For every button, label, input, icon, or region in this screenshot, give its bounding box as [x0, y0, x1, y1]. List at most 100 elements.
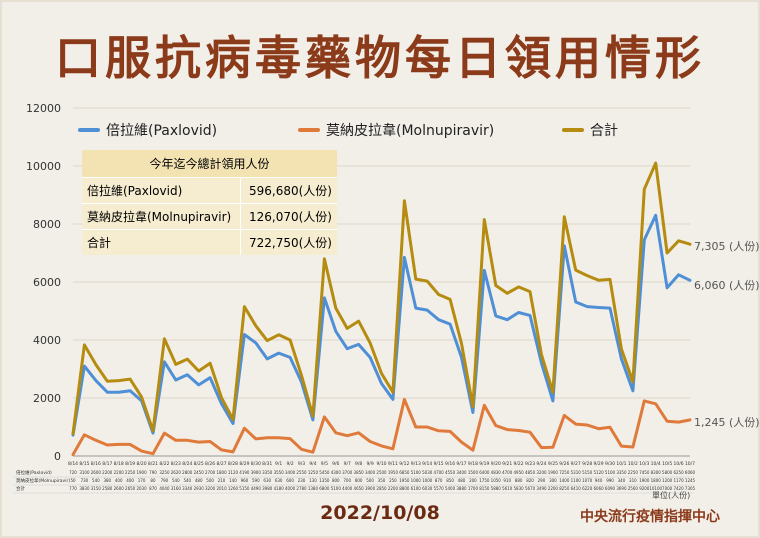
data-point-molnupiravir: [426, 426, 429, 428]
table-cell-value: 1950: [388, 470, 399, 475]
data-point-paxlovid: [129, 389, 131, 392]
data-point-paxlovid: [266, 358, 269, 360]
data-point-molnupiravir: [483, 404, 486, 407]
table-cell-value: 4400: [342, 486, 353, 491]
table-cell-value: 6090: [605, 486, 616, 491]
data-point-molnupiravir: [414, 426, 417, 428]
data-point-paxlovid: [426, 309, 429, 311]
data-point-total: [300, 374, 303, 377]
table-cell-value: 1900: [639, 478, 650, 483]
data-point-paxlovid: [517, 311, 520, 314]
table-cell-value: 870: [435, 478, 443, 483]
legend-swatch-molnupiravir: [298, 128, 320, 132]
table-cell-value: 1200: [662, 478, 673, 483]
table-cell-value: 1800: [216, 470, 227, 475]
table-cell-value: 4040: [159, 486, 170, 491]
summary-value: 722,750(人份): [240, 229, 337, 255]
data-point-molnupiravir: [517, 429, 520, 432]
data-point-molnupiravir: [232, 451, 234, 453]
data-point-total: [243, 305, 246, 308]
x-tick-label: 9/3: [298, 461, 305, 467]
date-label: 2022/10/08: [320, 502, 440, 524]
table-cell-value: 1260: [228, 486, 239, 491]
data-point-paxlovid: [255, 342, 257, 344]
table-cell-value: 790: [149, 470, 157, 475]
data-point-total: [220, 396, 223, 399]
data-point-molnupiravir: [186, 439, 189, 442]
table-cell-value: 2010: [216, 486, 227, 491]
table-cell-value: 1000: [411, 478, 422, 483]
table-cell-value: 590: [252, 478, 260, 483]
table-cell-value: 1170: [673, 478, 684, 483]
table-cell-value: 7450: [639, 470, 650, 475]
y-tick-label: 2000: [33, 392, 61, 405]
data-point-paxlovid: [163, 360, 166, 363]
summary-header: 今年迄今總計領用人份: [82, 150, 337, 178]
data-point-paxlovid: [186, 374, 189, 376]
data-point-paxlovid: [506, 318, 508, 321]
table-cell-value: 3700: [342, 470, 353, 475]
data-point-total: [129, 378, 131, 380]
x-tick-label: 8/24: [182, 461, 192, 467]
data-point-total: [380, 372, 383, 375]
table-cell-value: 3400: [285, 470, 296, 475]
data-point-paxlovid: [689, 279, 691, 282]
data-point-total: [517, 286, 520, 288]
data-point-paxlovid: [380, 382, 383, 385]
table-cell-value: 9200: [639, 486, 650, 491]
data-point-molnupiravir: [95, 439, 97, 442]
table-cell-value: 2200: [102, 470, 113, 475]
legend-label-paxlovid: 倍拉維(Paxlovid): [106, 123, 218, 139]
data-point-molnupiravir: [563, 414, 566, 417]
data-point-total: [414, 278, 417, 280]
data-point-molnupiravir: [643, 400, 646, 402]
data-point-molnupiravir: [654, 403, 657, 405]
table-cell-value: 2700: [205, 470, 216, 475]
x-tick-label: 9/23: [525, 461, 535, 467]
legend-item-total: 合計: [562, 120, 618, 140]
table-cell-value: 3250: [159, 470, 170, 475]
table-cell-value: 800: [332, 478, 340, 483]
table-cell-value: 5150: [239, 486, 250, 491]
data-point-total: [574, 269, 577, 271]
table-cell-value: 3850: [354, 470, 365, 475]
x-tick-label: 8/23: [171, 461, 181, 467]
legend-label-molnupiravir: 莫納皮拉韋(Molnupiravir): [326, 123, 495, 139]
data-point-total: [643, 188, 646, 190]
table-cell-value: 5800: [662, 470, 673, 475]
data-point-molnupiravir: [197, 441, 200, 443]
x-tick-label: 9/19: [479, 461, 489, 467]
x-tick-label: 8/20: [137, 461, 147, 467]
x-tick-label: 9/16: [445, 461, 455, 467]
summary-row: 莫納皮拉韋(Molnupiravir) 126,070(人份): [82, 203, 337, 230]
data-point-total: [255, 324, 257, 327]
table-cell-value: 480: [195, 478, 203, 483]
legend-item-paxlovid: 倍拉維(Paxlovid): [78, 120, 217, 140]
table-cell-value: 200: [469, 478, 477, 483]
table-cell-value: 310: [629, 478, 637, 483]
x-tick-label: 9/13: [411, 461, 421, 467]
table-cell-value: 6850: [399, 470, 410, 475]
data-point-paxlovid: [552, 400, 554, 402]
table-cell-value: 2620: [171, 470, 182, 475]
table-cell-value: 4000: [285, 486, 296, 491]
table-cell-value: 80: [150, 478, 156, 483]
table-cell-value: 2250: [628, 470, 639, 475]
summary-row: 合計 722,750(人份): [82, 229, 337, 255]
data-point-molnupiravir: [163, 432, 166, 434]
table-cell-value: 2200: [114, 470, 125, 475]
data-point-paxlovid: [334, 330, 337, 333]
summary-label: 莫納皮拉韋(Molnupiravir): [82, 203, 241, 230]
table-cell-value: 5100: [411, 470, 422, 475]
data-point-molnupiravir: [460, 441, 463, 443]
x-tick-label: 9/8: [355, 461, 362, 467]
y-tick-label: 12000: [26, 102, 61, 115]
table-cell-value: 4490: [251, 486, 262, 491]
table-cell-value: 990: [606, 478, 614, 483]
data-point-paxlovid: [232, 422, 234, 425]
summary-value: 126,070(人份): [240, 203, 337, 230]
table-cell-value: 3550: [274, 470, 285, 475]
table-cell-value: 400: [126, 478, 134, 483]
data-point-molnupiravir: [506, 428, 508, 431]
